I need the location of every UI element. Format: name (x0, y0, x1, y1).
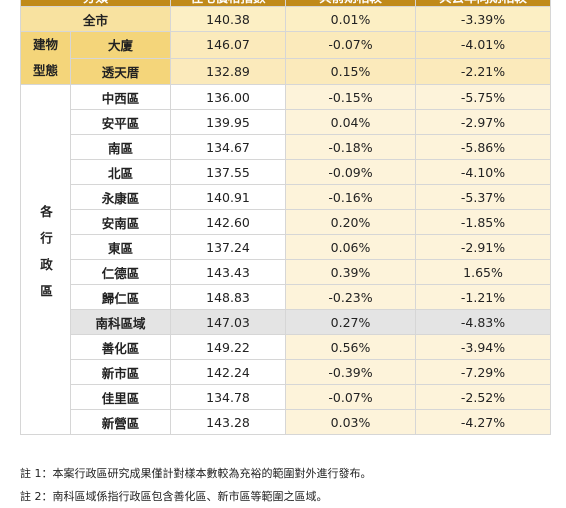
row-name: 新營區 (69, 409, 172, 435)
row-name: 南科區域 (69, 309, 172, 335)
row-name: 北區 (69, 159, 172, 185)
data-row: 仁德區 143.43 0.39% 1.65% (21, 259, 552, 285)
table-wrap: 分類住宅價格指數與前期相較與去年同期相較全市140.380.01%-3.39%建… (19, 0, 552, 435)
value-cell: -5.37% (415, 184, 552, 210)
value-cell: -0.09% (285, 159, 417, 185)
value-cell: -2.52% (415, 384, 552, 410)
data-row: 南區 134.67 -0.18% -5.86% (21, 134, 552, 160)
row-name: 佳里區 (69, 384, 172, 410)
value-cell: 0.03% (285, 409, 417, 435)
value-cell: 146.07 (170, 31, 287, 59)
value-cell: 137.24 (170, 234, 287, 260)
value-cell: 137.55 (170, 159, 287, 185)
data-row: 南科區域 147.03 0.27% -4.83% (21, 309, 552, 335)
row-name: 歸仁區 (69, 284, 172, 310)
value-cell: -1.21% (415, 284, 552, 310)
row-name: 新市區 (69, 359, 172, 385)
value-cell: -1.85% (415, 209, 552, 235)
value-cell: 0.20% (285, 209, 417, 235)
note: 註 2：南科區域係指行政區包含善化區、新市區等範圍之區域。 (20, 490, 328, 503)
value-cell: -0.39% (285, 359, 417, 385)
value-cell: -5.75% (415, 84, 552, 110)
value-cell: -3.94% (415, 334, 552, 360)
data-row: 新營區 143.28 0.03% -4.27% (21, 409, 552, 435)
value-cell: -4.10% (415, 159, 552, 185)
value-cell: 140.38 (170, 6, 287, 32)
row-name: 全市 (19, 6, 172, 32)
value-cell: -4.83% (415, 309, 552, 335)
value-cell: 0.01% (285, 6, 417, 32)
data-row: 安南區 142.60 0.20% -1.85% (21, 209, 552, 235)
value-cell: 147.03 (170, 309, 287, 335)
value-cell: 0.04% (285, 109, 417, 135)
value-cell: -4.01% (415, 31, 552, 59)
value-cell: 134.78 (170, 384, 287, 410)
row-name: 仁德區 (69, 259, 172, 285)
group-label-text: 建物型態 (32, 37, 58, 78)
note: 註 1：本案行政區研究成果僅計對樣本數較為充裕的範圍對外進行發布。 (20, 467, 372, 480)
group-label: 建物型態 (20, 31, 71, 85)
row-name: 透天厝 (69, 57, 172, 85)
value-cell: -2.97% (415, 109, 552, 135)
value-cell: 0.06% (285, 234, 417, 260)
data-row: 建物型態 大廈 146.07 -0.07% -4.01% (20, 31, 552, 85)
row-name: 善化區 (69, 334, 172, 360)
row-name: 東區 (69, 234, 172, 260)
value-cell: 0.39% (285, 259, 417, 285)
row-name: 南區 (69, 134, 172, 160)
data-row: 永康區 140.91 -0.16% -5.37% (21, 184, 552, 210)
data-row: 歸仁區 148.83 -0.23% -1.21% (21, 284, 552, 310)
value-cell: -4.27% (415, 409, 552, 435)
row-name: 永康區 (69, 184, 172, 210)
value-cell: 142.24 (170, 359, 287, 385)
value-cell: 0.56% (285, 334, 417, 360)
data-row: 佳里區 134.78 -0.07% -2.52% (21, 384, 552, 410)
group-label: 各行政區 (20, 84, 71, 435)
value-cell: 132.89 (170, 57, 287, 85)
row-name: 安平區 (69, 109, 172, 135)
value-cell: 134.67 (170, 134, 287, 160)
value-cell: 0.27% (285, 309, 417, 335)
overall-row: 全市 140.38 0.01% -3.39% (19, 6, 552, 32)
notes: 註 1：本案行政區研究成果僅計對樣本數較為充裕的範圍對外進行發布。註 2：南科區… (20, 462, 372, 508)
data-row: 各行政區 中西區 136.00 -0.15% -5.75% (20, 84, 552, 435)
value-cell: 139.95 (170, 109, 287, 135)
value-cell: 149.22 (170, 334, 287, 360)
value-cell: -0.07% (285, 384, 417, 410)
value-cell: -0.23% (285, 284, 417, 310)
group-label-text: 各行政區 (38, 205, 53, 311)
data-row: 透天厝 132.89 0.15% -2.21% (21, 57, 552, 85)
value-cell: 148.83 (170, 284, 287, 310)
data-row: 善化區 149.22 0.56% -3.94% (21, 334, 552, 360)
data-row: 新市區 142.24 -0.39% -7.29% (21, 359, 552, 385)
value-cell: -5.86% (415, 134, 552, 160)
value-cell: -0.16% (285, 184, 417, 210)
value-cell: 136.00 (170, 84, 287, 110)
row-name: 中西區 (69, 84, 172, 110)
price-index-table: 分類住宅價格指數與前期相較與去年同期相較全市140.380.01%-3.39%建… (19, 0, 552, 435)
value-cell: 140.91 (170, 184, 287, 210)
value-cell: -2.91% (415, 234, 552, 260)
value-cell: -0.18% (285, 134, 417, 160)
header-row: 分類住宅價格指數與前期相較與去年同期相較 (19, 0, 552, 7)
value-cell: 0.15% (285, 57, 417, 85)
value-cell: 143.43 (170, 259, 287, 285)
value-cell: -0.07% (285, 31, 417, 59)
value-cell: 1.65% (415, 259, 552, 285)
value-cell: -3.39% (415, 6, 552, 32)
data-row: 東區 137.24 0.06% -2.91% (21, 234, 552, 260)
data-row: 安平區 139.95 0.04% -2.97% (21, 109, 552, 135)
value-cell: -2.21% (415, 57, 552, 85)
row-name: 大廈 (69, 31, 172, 59)
value-cell: 142.60 (170, 209, 287, 235)
value-cell: 143.28 (170, 409, 287, 435)
row-name: 安南區 (69, 209, 172, 235)
value-cell: -0.15% (285, 84, 417, 110)
data-row: 北區 137.55 -0.09% -4.10% (21, 159, 552, 185)
value-cell: -7.29% (415, 359, 552, 385)
